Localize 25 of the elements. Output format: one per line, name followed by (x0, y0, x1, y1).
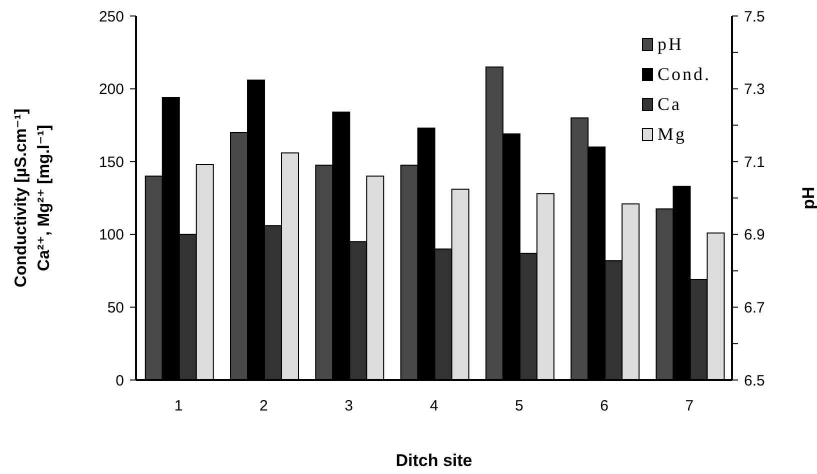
legend-label: Mg (657, 124, 686, 145)
x-tick-label: 2 (260, 398, 268, 415)
y-tick-label: 250 (98, 8, 124, 26)
legend-label: pH (657, 34, 684, 55)
x-tick-label: 1 (174, 398, 183, 415)
y-tick-label: 0 (116, 372, 124, 390)
y-tick-label: 150 (98, 154, 124, 171)
y-tick-label: 200 (98, 81, 124, 98)
y2-tick-label: 6.5 (744, 372, 765, 390)
y2-tick-label: 6.7 (744, 300, 765, 317)
y-tick-label: 50 (107, 300, 124, 317)
legend-label: Ca (657, 94, 682, 115)
x-tick-label: 5 (514, 398, 524, 415)
y2-tick-label: 7.3 (744, 81, 765, 98)
x-axis-title: Ditch site (396, 451, 472, 470)
y-axis-title: Conductivity [µS.cm⁻¹] Ca²⁺, Mg²⁺ [mg.l⁻¹] (12, 108, 53, 288)
y-tick-label: 100 (98, 226, 124, 244)
y2-tick-label: 6.9 (744, 226, 765, 244)
legend-label: Cond. (657, 64, 711, 85)
x-tick-label: 3 (344, 398, 354, 415)
x-tick-label: 6 (600, 398, 608, 415)
x-tick-label: 7 (685, 398, 694, 415)
x-tick-label: 4 (430, 398, 438, 415)
y2-tick-label: 7.5 (744, 8, 765, 26)
y2-tick-label: 7.1 (744, 154, 765, 171)
